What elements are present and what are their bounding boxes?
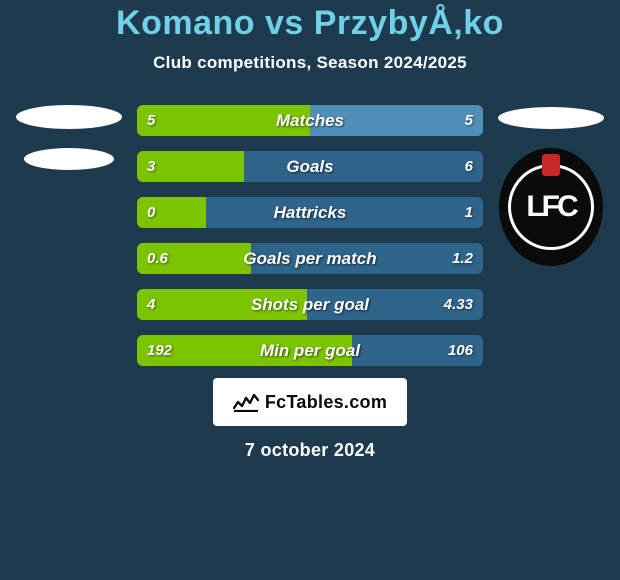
right-player-ellipse-1 (496, 107, 606, 129)
watermark-text: FcTables.com (265, 392, 387, 413)
stat-bar-row: 55Matches (137, 105, 483, 136)
stat-bar-row: 01Hattricks (137, 197, 483, 228)
badge-shield-icon (542, 154, 560, 176)
ellipse-icon (498, 107, 604, 129)
right-club-badge-slot: LFC (496, 147, 606, 267)
snapshot-date: 7 october 2024 (245, 440, 375, 461)
bar-stat-label: Matches (137, 105, 483, 136)
club-badge-icon: LFC (499, 148, 603, 266)
bar-stat-label: Shots per goal (137, 289, 483, 320)
right-player-col: LFC (491, 105, 611, 267)
stat-bars: 55Matches 36Goals 01Hattricks 0.61.2Goals p… (137, 105, 483, 366)
stat-bar-row: 0.61.2Goals per match (137, 243, 483, 274)
left-player-ellipse-2 (14, 147, 124, 171)
stat-bar-row: 44.33Shots per goal (137, 289, 483, 320)
ellipse-icon (16, 105, 122, 129)
page-title: Komano vs PrzybyÅ‚ko (116, 4, 504, 43)
content-root: Komano vs PrzybyÅ‚ko Club competitions, … (0, 0, 620, 580)
bar-stat-label: Hattricks (137, 197, 483, 228)
page-subtitle: Club competitions, Season 2024/2025 (153, 53, 467, 73)
left-player-ellipse-1 (14, 105, 124, 129)
comparison-row: 55Matches 36Goals 01Hattricks 0.61.2Goals p… (0, 105, 620, 366)
left-player-col (9, 105, 129, 171)
badge-monogram: LFC (526, 190, 575, 224)
bar-stat-label: Goals per match (137, 243, 483, 274)
bar-stat-label: Min per goal (137, 335, 483, 366)
stat-bar-row: 36Goals (137, 151, 483, 182)
ellipse-icon (24, 148, 114, 170)
bar-stat-label: Goals (137, 151, 483, 182)
stat-bar-row: 192106Min per goal (137, 335, 483, 366)
watermark-badge: FcTables.com (213, 378, 407, 426)
fctables-wave-icon (233, 392, 259, 412)
